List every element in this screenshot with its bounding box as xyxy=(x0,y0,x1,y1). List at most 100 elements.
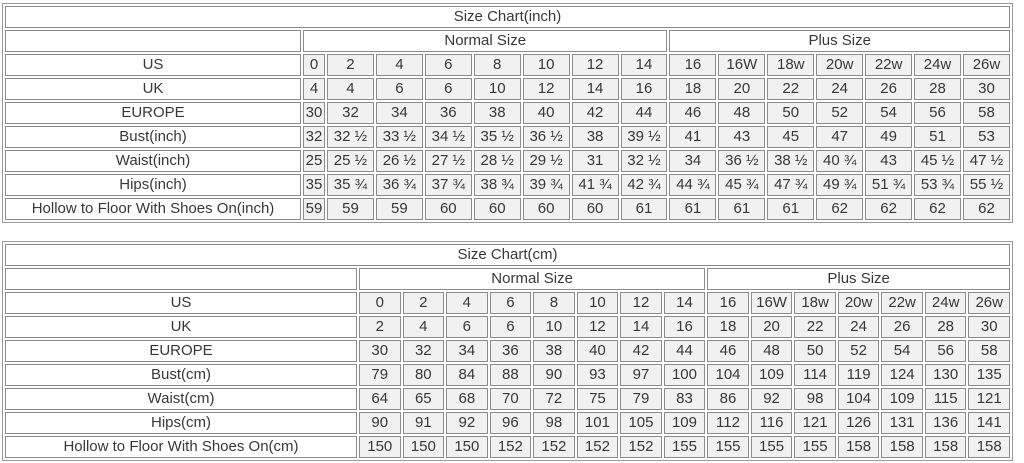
size-value-cell: 158 xyxy=(881,436,923,458)
size-value-cell: 72 xyxy=(533,388,575,410)
size-value-cell: 12 xyxy=(522,78,570,100)
row-label: Hollow to Floor With Shoes On(cm) xyxy=(5,436,357,458)
size-value-cell: 158 xyxy=(968,436,1010,458)
size-value-cell: 10 xyxy=(522,54,570,76)
size-value-cell: 20 xyxy=(718,78,766,100)
size-value-cell: 155 xyxy=(794,436,836,458)
size-value-cell: 38 xyxy=(571,126,619,148)
size-value-cell: 92 xyxy=(446,412,488,434)
size-value-cell: 45 xyxy=(767,126,815,148)
size-value-cell: 105 xyxy=(620,412,662,434)
size-value-cell: 14 xyxy=(620,54,668,76)
size-value-cell: 39 ¾ xyxy=(522,174,570,196)
size-value-cell: 30 xyxy=(359,340,401,362)
table-title-row: Size Chart(inch) xyxy=(5,6,1010,28)
size-value-cell: 104 xyxy=(837,388,880,410)
size-value-cell: 152 xyxy=(576,436,619,458)
size-value-cell: 121 xyxy=(794,412,836,434)
size-value-cell: 22 xyxy=(794,316,836,338)
table-body: US 0 2 4 6 8 10 12 14 16 16W 18w 20w 22w 24w 26w UK 4 4 6 6 1… xyxy=(5,54,1010,220)
size-value-cell: 6 xyxy=(375,78,423,100)
size-value-cell: 49 ¾ xyxy=(816,174,864,196)
size-value-cell: 32 xyxy=(402,340,445,362)
row-label: UK xyxy=(5,316,357,338)
size-value-cell: 30 xyxy=(962,78,1010,100)
size-value-cell: 35 ½ xyxy=(473,126,521,148)
size-value-cell: 26 ½ xyxy=(375,150,423,172)
size-value-cell: 70 xyxy=(489,388,532,410)
size-value-cell: 56 xyxy=(924,340,967,362)
size-value-cell: 36 xyxy=(424,102,472,124)
size-value-cell: 100 xyxy=(663,364,706,386)
size-value-cell: 109 xyxy=(663,412,706,434)
row-label: US xyxy=(5,292,357,314)
size-value-cell: 59 xyxy=(375,198,423,220)
size-value-cell: 36 ½ xyxy=(522,126,570,148)
size-value-cell: 6 xyxy=(489,316,532,338)
size-value-cell: 34 xyxy=(669,150,717,172)
size-value-cell: 109 xyxy=(750,364,793,386)
size-value-cell: 152 xyxy=(620,436,662,458)
group-header-normal-size: Normal Size xyxy=(359,268,706,290)
row-label: Bust(cm) xyxy=(5,364,357,386)
size-value-cell: 104 xyxy=(707,364,749,386)
size-value-cell: 36 ½ xyxy=(718,150,766,172)
size-value-cell: 62 xyxy=(962,198,1010,220)
size-value-cell: 48 xyxy=(718,102,766,124)
size-value-cell: 59 xyxy=(303,198,325,220)
row-label: Waist(cm) xyxy=(5,388,357,410)
size-value-cell: 86 xyxy=(707,388,749,410)
size-value-cell: 34 ½ xyxy=(424,126,472,148)
row-label: Hips(cm) xyxy=(5,412,357,434)
size-value-cell: 58 xyxy=(968,340,1010,362)
size-value-cell: 20w xyxy=(837,292,880,314)
size-value-cell: 83 xyxy=(663,388,706,410)
size-value-cell: 158 xyxy=(924,436,967,458)
size-value-cell: 14 xyxy=(663,292,706,314)
size-value-cell: 155 xyxy=(707,436,749,458)
table-title: Size Chart(inch) xyxy=(5,6,1010,28)
size-value-cell: 20w xyxy=(816,54,864,76)
size-value-cell: 34 xyxy=(375,102,423,124)
size-value-cell: 12 xyxy=(576,316,619,338)
size-value-cell: 51 ¾ xyxy=(865,174,913,196)
size-value-cell: 4 xyxy=(327,78,374,100)
size-value-cell: 53 ¾ xyxy=(914,174,961,196)
size-value-cell: 62 xyxy=(914,198,961,220)
size-value-cell: 158 xyxy=(837,436,880,458)
table-row: Bust(cm) 79 80 84 88 90 93 97 100 104 109 114 119 124… xyxy=(5,364,1010,386)
table-row: EUROPE 30 32 34 36 38 40 42 44 46 48 50 52 54 56 58 xyxy=(5,102,1010,124)
row-label: US xyxy=(5,54,301,76)
size-value-cell: 43 xyxy=(718,126,766,148)
table-title-row: Size Chart(cm) xyxy=(5,244,1010,266)
size-value-cell: 18w xyxy=(794,292,836,314)
table-row: UK 4 4 6 6 10 12 14 16 18 20 22 24 26 28 30 xyxy=(5,78,1010,100)
group-header-plus-size: Plus Size xyxy=(707,268,1010,290)
size-value-cell: 60 xyxy=(473,198,521,220)
size-value-cell: 29 ½ xyxy=(522,150,570,172)
size-value-cell: 42 xyxy=(571,102,619,124)
size-value-cell: 4 xyxy=(375,54,423,76)
table-row: Hips(inch) 35 35 ¾ 36 ¾ 37 ¾ 38 ¾ 39 ¾ 41 ¾ 42 ¾… xyxy=(5,174,1010,196)
size-value-cell: 41 xyxy=(669,126,717,148)
size-value-cell: 64 xyxy=(359,388,401,410)
corner-cell xyxy=(5,30,301,52)
size-value-cell: 36 ¾ xyxy=(375,174,423,196)
size-value-cell: 44 xyxy=(620,102,668,124)
size-value-cell: 130 xyxy=(924,364,967,386)
size-value-cell: 90 xyxy=(359,412,401,434)
table-body: US 0 2 4 6 8 10 12 14 16 16W 18w 20w 22w 24w 26w UK 2 4 6 6 1… xyxy=(5,292,1010,458)
size-value-cell: 155 xyxy=(750,436,793,458)
size-value-cell: 31 xyxy=(571,150,619,172)
size-value-cell: 16 xyxy=(669,54,717,76)
size-value-cell: 51 xyxy=(914,126,961,148)
size-value-cell: 0 xyxy=(359,292,401,314)
table-row: EUROPE 30 32 34 36 38 40 42 44 46 48 50 52 54 56 58 xyxy=(5,340,1010,362)
size-value-cell: 32 ½ xyxy=(620,150,668,172)
size-value-cell: 18 xyxy=(669,78,717,100)
size-value-cell: 52 xyxy=(816,102,864,124)
size-value-cell: 42 xyxy=(620,340,662,362)
table-row: Waist(cm) 64 65 68 70 72 75 79 83 86 92 98 104 109 115… xyxy=(5,388,1010,410)
size-value-cell: 119 xyxy=(837,364,880,386)
size-value-cell: 22w xyxy=(881,292,923,314)
